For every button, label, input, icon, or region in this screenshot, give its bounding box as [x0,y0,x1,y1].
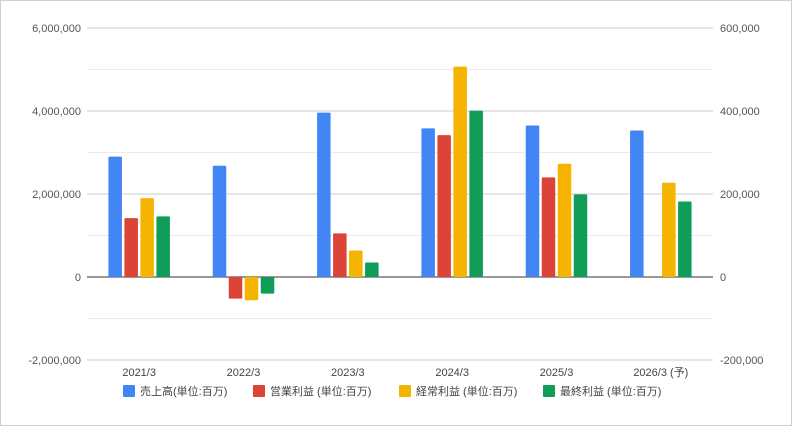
legend-label: 営業利益 (単位:百万) [270,384,371,398]
category-label: 2023/3 [331,367,365,379]
right-axis-tick-label: 400,000 [720,106,760,118]
bar-4-6 [678,201,692,277]
bar-4-2 [260,277,275,294]
right-axis-ticks: 600,000 400,000 200,000 0 -200,000 [720,23,763,367]
bar-4-5 [573,194,588,277]
bar-4-4 [469,110,483,278]
bar-2-1 [124,218,138,277]
right-axis-tick-label: 200,000 [720,189,760,201]
bar-3-2 [244,277,259,301]
bar-3-5 [557,163,572,277]
right-axis-tick-label: 600,000 [720,23,760,35]
bars [108,66,692,301]
right-axis-tick-label: -200,000 [720,355,763,367]
left-axis-tick-label: 6,000,000 [32,23,81,35]
legend: 売上高(単位:百万) 営業利益 (単位:百万) 経常利益 (単位:百万) 最終利益 (… [123,384,661,398]
bar-1-6 [630,130,644,277]
bar-3-6 [662,182,676,277]
bar-2-3 [333,233,347,277]
legend-swatch [253,385,265,397]
bar-2-2 [228,277,243,299]
legend-label: 売上高(単位:百万) [140,384,227,398]
bar-1-1 [108,156,122,277]
bar-1-2 [212,165,227,277]
bar-2-4 [437,135,451,277]
left-axis-tick-label: 0 [75,272,81,284]
bar-1-5 [525,125,540,278]
bar-3-4 [453,66,467,277]
category-label: 2025/3 [540,367,574,379]
category-label: 2024/3 [435,367,469,379]
legend-swatch [543,385,555,397]
bar-1-3 [317,112,331,277]
legend-label: 経常利益 (単位:百万) [416,384,517,398]
category-labels: 2021/3 2022/3 2023/3 2024/3 2025/3 2026/3 (予) [122,366,688,379]
legend-swatch [399,385,411,397]
right-axis-tick-label: 0 [720,272,726,284]
left-axis-tick-label: 2,000,000 [32,189,81,201]
bar-4-3 [365,262,379,277]
category-label: 2021/3 [122,367,156,379]
bar-4-1 [156,216,170,277]
bar-1-4 [421,128,435,277]
bar-2-5 [541,177,556,277]
bar-3-3 [349,250,363,277]
legend-swatch [123,385,135,397]
left-axis-tick-label: 4,000,000 [32,106,81,118]
gridlines [87,27,713,361]
category-label: 2022/3 [227,367,261,379]
left-axis-tick-label: -2,000,000 [28,355,81,367]
bar-3-1 [140,198,154,277]
left-axis-ticks: 6,000,000 4,000,000 2,000,000 0 -2,000,000 [28,23,81,367]
legend-label: 最終利益 (単位:百万) [560,384,661,398]
category-label: 2026/3 (予) [633,366,688,379]
